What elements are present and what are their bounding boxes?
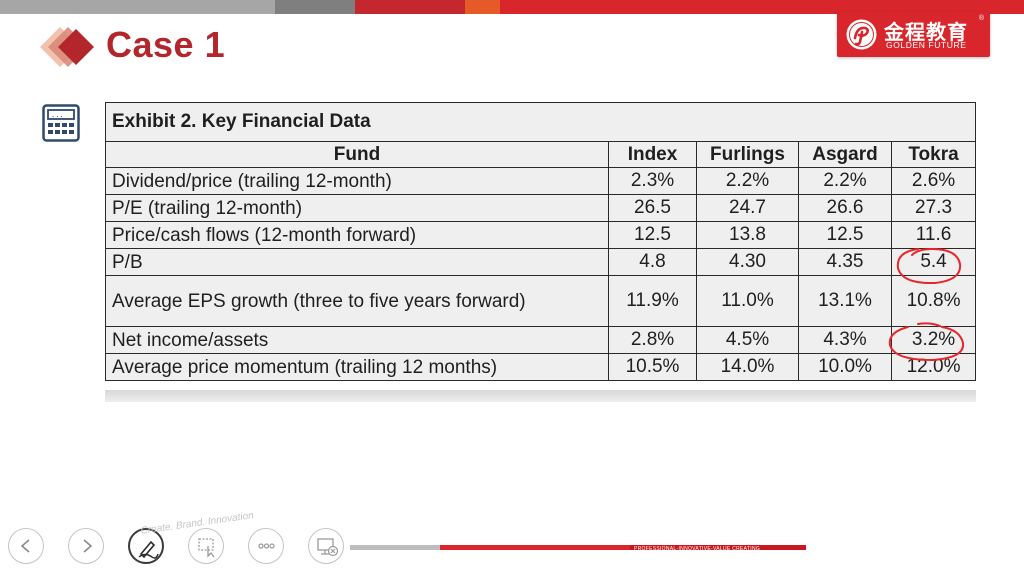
logo-english-text: GOLDEN FUTURE [886,40,967,50]
row-label: P/E (trailing 12-month) [105,194,609,222]
cell-value: 10.5% [608,353,697,381]
more-icon [258,543,275,549]
cell-value: 2.6% [890,167,977,195]
cell-value: 13.8 [696,221,799,249]
cell-value: 4.35 [798,248,892,276]
logo-registered-mark: ® [978,15,984,22]
table-row: P/E (trailing 12-month) 26.5 24.7 26.6 2… [105,194,977,222]
cell-value: 12.0% [890,353,977,381]
cell-value: 27.3 [890,194,977,222]
table-row: Net income/assets 2.8% 4.5% 4.3% 3.2% [105,326,977,354]
previous-slide-button[interactable] [8,528,44,564]
row-label: Price/cash flows (12-month forward) [105,221,609,249]
row-label: Average price momentum (trailing 12 mont… [105,353,609,381]
svg-text:...: ... [51,111,64,119]
column-header-asgard: Asgard [798,141,892,168]
table-row: Average price momentum (trailing 12 mont… [105,353,977,381]
pen-tool-button[interactable] [128,528,164,564]
table-row: Dividend/price (trailing 12-month) 2.3% … [105,167,977,195]
pen-icon [138,540,159,559]
cell-value-circled: 3.2% [890,326,977,354]
cell-value: 26.6 [798,194,892,222]
table-row: Average EPS growth (three to five years … [105,275,977,327]
table-row: P/B 4.8 4.30 4.35 5.4 [105,248,977,276]
cell-value: 4.8 [608,248,697,276]
row-label: Average EPS growth (three to five years … [105,275,609,327]
cell-value: 2.2% [798,167,892,195]
cell-value: 4.5% [696,326,799,354]
cell-value: 24.7 [696,194,799,222]
cell-value: 14.0% [696,353,799,381]
footer-text: PROFESSIONAL-INNOVATIVE-VALUE CREATING [634,546,761,552]
cell-value: 12.5 [798,221,892,249]
cell-value: 2.8% [608,326,697,354]
table-row: Price/cash flows (12-month forward) 12.5… [105,221,977,249]
cell-value: 11.0% [696,275,799,327]
slide-title: Case 1 [106,24,226,65]
logo-seal-icon [846,19,877,50]
pointer-icon [198,538,215,558]
end-show-button[interactable] [308,528,344,564]
table-header-row: Fund Index Furlings Asgard Tokra [105,141,977,168]
column-header-furlings: Furlings [696,141,799,168]
previous-icon [20,539,30,553]
table-shadow [105,390,976,402]
row-label: Dividend/price (trailing 12-month) [105,167,609,195]
cell-value: 26.5 [608,194,697,222]
cell-value: 12.5 [608,221,697,249]
cell-value: 4.3% [798,326,892,354]
pointer-tool-button[interactable] [188,528,224,564]
cell-value: 10.0% [798,353,892,381]
cell-value: 10.8% [890,275,977,327]
cell-value: 2.2% [696,167,799,195]
exhibit-table-container: Exhibit 2. Key Financial Data Fund Index… [104,102,977,381]
column-header-index: Index [608,141,697,168]
table-caption: Exhibit 2. Key Financial Data [104,102,977,142]
row-label: Net income/assets [105,326,609,354]
calculator-icon: ... [42,104,80,142]
financial-data-table: Exhibit 2. Key Financial Data Fund Index… [104,102,977,381]
cell-value-circled: 5.4 [890,248,977,276]
end-show-icon [317,538,339,557]
footer-line-gray [350,545,440,550]
title-diamond-icon [40,27,94,67]
row-label: P/B [105,248,609,276]
next-slide-button[interactable] [68,528,104,564]
footer-line-darkred [630,545,806,550]
top-color-strip [0,0,1024,14]
footer-line-red [440,545,630,550]
cell-value: 11.6 [890,221,977,249]
column-header-fund: Fund [105,141,609,168]
column-header-tokra: Tokra [890,141,977,168]
logo-chinese-text: 金程教育 [884,20,968,44]
more-options-button[interactable] [248,528,284,564]
next-icon [83,539,93,553]
golden-future-logo: 金程教育 GOLDEN FUTURE ® [837,12,990,57]
cell-value: 11.9% [608,275,697,327]
cell-value: 4.30 [696,248,799,276]
cell-value: 2.3% [608,167,697,195]
cell-value: 13.1% [798,275,892,327]
